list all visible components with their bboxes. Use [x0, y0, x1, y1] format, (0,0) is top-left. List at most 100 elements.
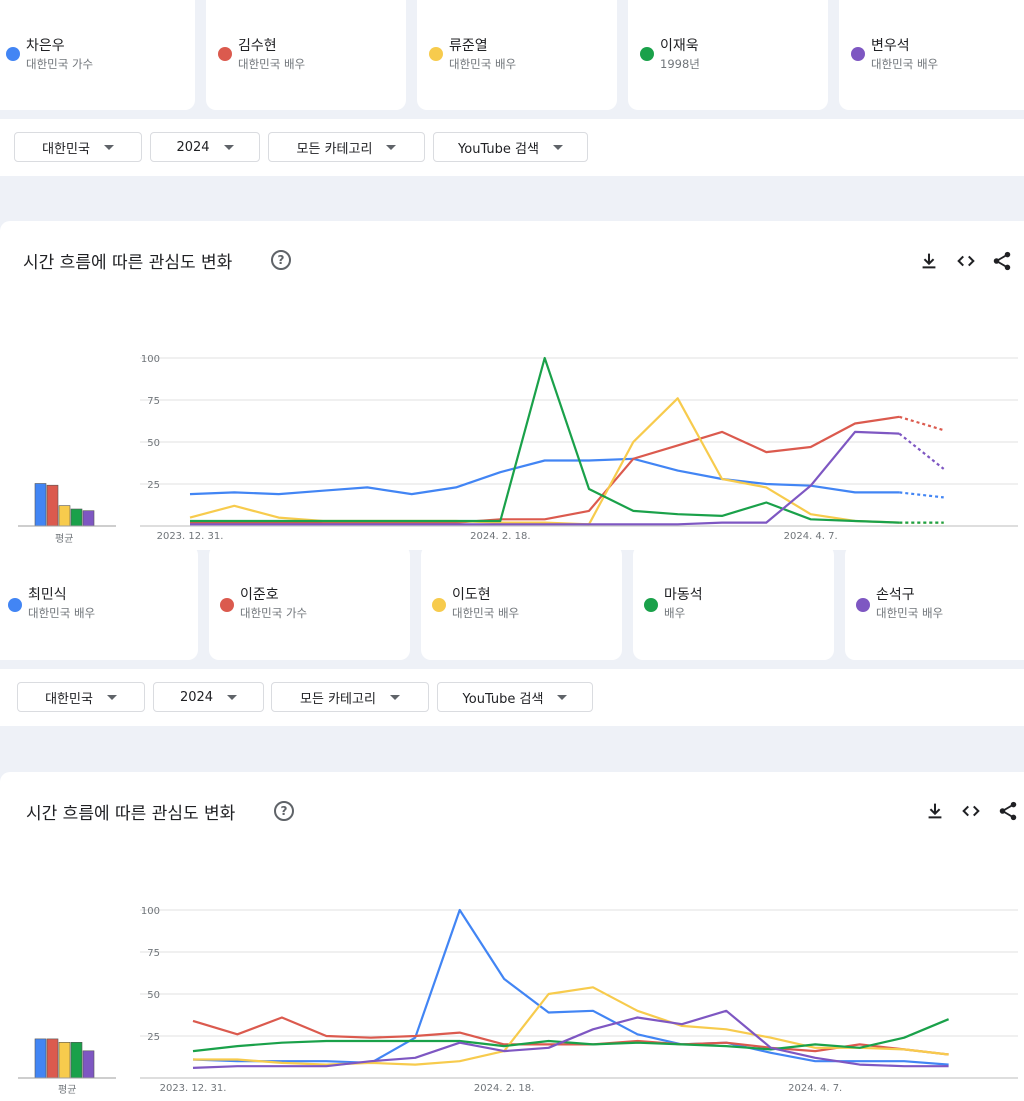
category-dropdown[interactable]: 모든 카테고리 — [268, 132, 425, 162]
term-subtitle: 배우 — [664, 606, 686, 620]
panel-title: 시간 흐름에 따른 관심도 변화 — [23, 253, 233, 273]
series-color-dot — [6, 47, 20, 61]
term-card-2[interactable]: 이준호 대한민국 가수 — [209, 545, 410, 660]
average-bar[interactable] — [58, 1041, 71, 1079]
period-label: 2024 — [179, 689, 214, 705]
caret-down-icon — [227, 694, 238, 700]
category-label: 모든 카테고리 — [300, 691, 376, 707]
y-tick-label: 100 — [141, 906, 160, 917]
term-card-1[interactable]: 최민식 대한민국 배우 — [0, 545, 198, 660]
y-tick-label: 25 — [147, 480, 160, 491]
caret-down-icon — [389, 694, 400, 700]
download-icon[interactable] — [918, 250, 940, 272]
term-name: 변우석 — [871, 38, 910, 54]
caret-down-icon — [552, 144, 563, 150]
average-label: 평균 — [58, 1085, 77, 1096]
search-type-label: YouTube 검색 — [458, 141, 539, 157]
series-partial-line[interactable] — [899, 491, 944, 499]
average-bar[interactable] — [46, 1038, 59, 1079]
series-color-dot — [644, 598, 658, 612]
y-tick-label: 25 — [147, 1032, 160, 1043]
period-dropdown[interactable]: 2024 — [150, 132, 260, 162]
series-color-dot — [851, 47, 865, 61]
download-icon[interactable] — [924, 800, 946, 822]
region-label: 대한민국 — [42, 141, 90, 157]
series-color-dot — [429, 47, 443, 61]
series-partial-line[interactable] — [898, 415, 945, 432]
embed-code-icon[interactable] — [960, 800, 982, 822]
share-icon[interactable] — [991, 250, 1013, 272]
term-subtitle: 대한민국 배우 — [238, 57, 306, 71]
period-dropdown[interactable]: 2024 — [153, 682, 264, 712]
term-subtitle: 대한민국 배우 — [871, 57, 939, 71]
category-dropdown[interactable]: 모든 카테고리 — [271, 682, 429, 712]
region-dropdown[interactable]: 대한민국 — [17, 682, 145, 712]
term-subtitle: 대한민국 배우 — [449, 57, 517, 71]
term-name: 최민식 — [28, 587, 67, 603]
term-card-4[interactable]: 마동석 배우 — [633, 545, 834, 660]
y-tick-label: 75 — [147, 396, 160, 407]
series-line[interactable] — [192, 1009, 949, 1069]
search-type-dropdown[interactable]: YouTube 검색 — [437, 682, 593, 712]
average-bar[interactable] — [58, 505, 71, 527]
category-label: 모든 카테고리 — [296, 141, 373, 157]
search-type-dropdown[interactable]: YouTube 검색 — [433, 132, 588, 162]
term-name: 손석구 — [876, 587, 915, 603]
series-line[interactable] — [190, 430, 900, 526]
term-name: 류준열 — [449, 38, 488, 54]
period-label: 2024 — [176, 139, 210, 155]
interest-over-time-panel-1: 시간 흐름에 따른 관심도 변화 ? — [0, 221, 1024, 550]
average-bar[interactable] — [82, 1050, 95, 1079]
series-line[interactable] — [193, 986, 949, 1066]
line-chart-1: 100 75 50 25 2023. 12. 31. 2024. 2. 18. 2024. … — [140, 354, 1018, 542]
term-card-2[interactable]: 김수현 대한민국 배우 — [206, 0, 406, 110]
series-line[interactable] — [192, 1018, 950, 1053]
average-bar[interactable] — [70, 1041, 83, 1079]
share-icon[interactable] — [997, 800, 1019, 822]
term-name: 마동석 — [664, 587, 703, 603]
term-card-4[interactable]: 이재욱 1998년 — [628, 0, 828, 110]
term-card-1[interactable]: 차은우 대한민국 가수 — [0, 0, 195, 110]
embed-code-icon[interactable] — [955, 250, 977, 272]
y-tick-label: 50 — [147, 438, 160, 449]
help-icon[interactable]: ? — [274, 801, 294, 821]
panel-title: 시간 흐름에 따른 관심도 변화 — [26, 804, 236, 824]
line-chart-2: 100 75 50 25 2023. 12. 31. 2024. 2. 18. 2024. … — [140, 906, 1018, 1094]
term-card-3[interactable]: 류준열 대한민국 배우 — [417, 0, 617, 110]
term-name: 차은우 — [26, 38, 65, 54]
series-line[interactable] — [190, 415, 900, 524]
average-bar[interactable] — [70, 508, 83, 527]
series-line[interactable] — [189, 397, 900, 526]
caret-down-icon — [386, 144, 397, 150]
series-partial-line[interactable] — [898, 432, 945, 470]
term-subtitle: 1998년 — [660, 57, 700, 71]
caret-down-icon — [106, 694, 117, 700]
average-bar[interactable] — [34, 483, 47, 527]
x-tick-label: 2024. 4. 7. — [784, 531, 838, 542]
average-bar[interactable] — [46, 484, 59, 527]
series-line[interactable] — [190, 356, 900, 524]
term-card-3[interactable]: 이도현 대한민국 배우 — [421, 545, 622, 660]
series-color-dot — [218, 47, 232, 61]
x-tick-label: 2024. 2. 18. — [470, 531, 530, 542]
term-subtitle: 대한민국 가수 — [26, 57, 94, 71]
caret-down-icon — [557, 694, 568, 700]
series-color-dot — [640, 47, 654, 61]
average-bar[interactable] — [82, 510, 95, 527]
series-line[interactable] — [192, 908, 949, 1066]
help-icon[interactable]: ? — [271, 250, 291, 270]
series-line[interactable] — [192, 1016, 949, 1056]
series-line[interactable] — [189, 457, 900, 496]
y-tick-label: 50 — [147, 990, 160, 1001]
series-color-dot — [856, 598, 870, 612]
term-name: 이준호 — [240, 587, 279, 603]
term-name: 김수현 — [238, 38, 277, 54]
term-card-5[interactable]: 손석구 대한민국 배우 — [845, 545, 1024, 660]
term-card-5[interactable]: 변우석 대한민국 배우 — [839, 0, 1024, 110]
region-label: 대한민국 — [45, 691, 93, 707]
term-name: 이도현 — [452, 587, 491, 603]
caret-down-icon — [103, 144, 114, 150]
average-bar[interactable] — [34, 1038, 47, 1079]
series-color-dot — [8, 598, 22, 612]
region-dropdown[interactable]: 대한민국 — [14, 132, 142, 162]
